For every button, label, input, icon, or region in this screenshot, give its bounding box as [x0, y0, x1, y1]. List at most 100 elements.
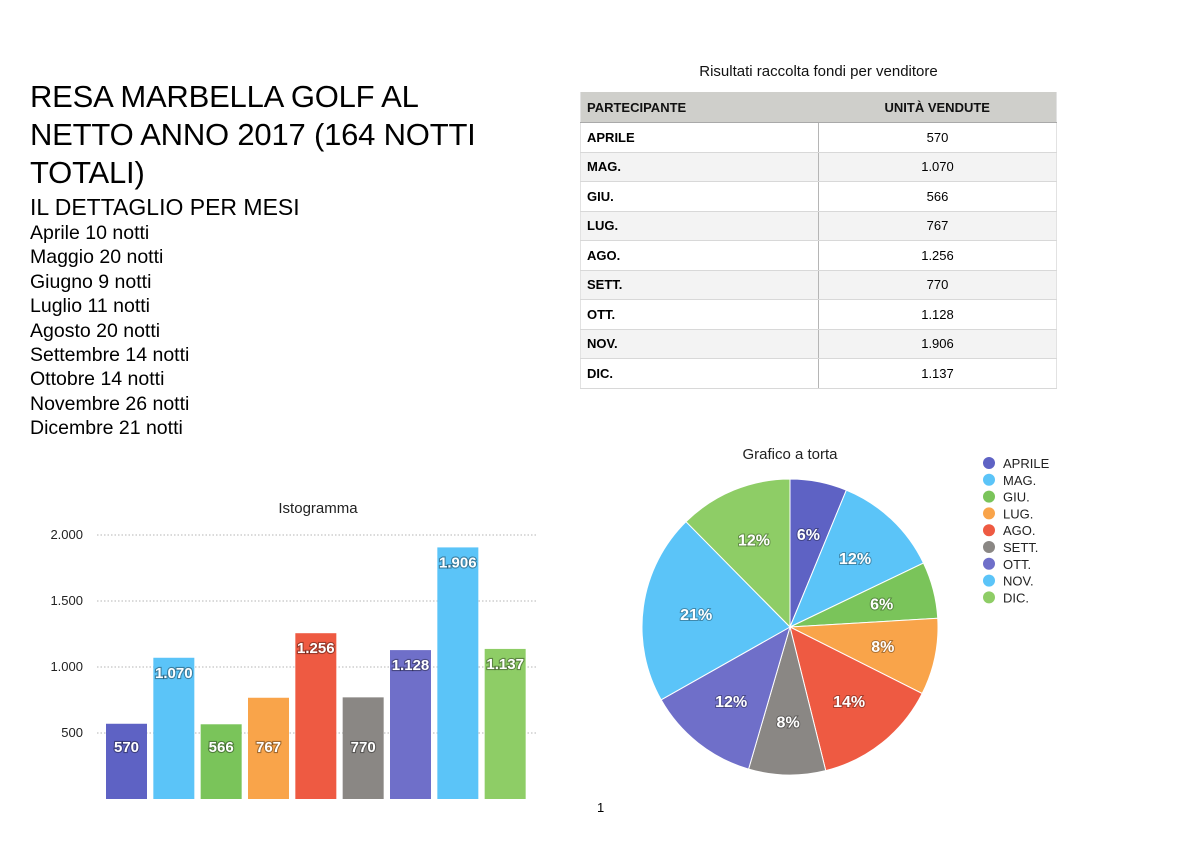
cell-units: 566: [818, 181, 1057, 212]
cell-participant: AGO.: [580, 240, 819, 271]
table-row: MAG. 1.070: [580, 152, 1057, 182]
pie-slice: [660, 625, 791, 770]
month-line: Ottobre 14 notti: [30, 368, 165, 391]
cell-units: 770: [818, 270, 1057, 300]
legend-marker: [983, 457, 995, 469]
cell-participant: GIU.: [580, 181, 819, 212]
legend-marker: [983, 490, 995, 503]
pie-percent-label: 6%: [797, 527, 820, 544]
cell-units: 1.137: [818, 358, 1057, 389]
bar-data-label: 1.906: [439, 554, 477, 571]
bar-data-label: 566: [209, 739, 234, 756]
legend-label: APRILE: [1003, 456, 1050, 471]
cell-participant: DIC.: [580, 358, 819, 389]
legend-label: NOV.: [1003, 574, 1034, 589]
month-line: Novembre 26 notti: [30, 392, 190, 415]
y-tick-label: 1.000: [50, 659, 83, 674]
bar: [295, 633, 337, 799]
bar-data-label: 770: [351, 739, 376, 756]
cell-units: 1.906: [818, 329, 1057, 359]
pie-percent-label: 12%: [715, 694, 747, 711]
table-row: LUG. 767: [580, 211, 1057, 241]
legend-label: MAG.: [1003, 473, 1036, 488]
bar-data-label: 1.256: [297, 640, 335, 657]
table-row: GIU. 566: [580, 181, 1057, 212]
pie-percent-label: 12%: [839, 551, 871, 568]
legend-label: GIU.: [1003, 490, 1030, 505]
cell-participant: NOV.: [580, 329, 819, 359]
month-line: Dicembre 21 notti: [30, 417, 183, 440]
pie-percent-label: 14%: [833, 694, 865, 711]
legend-label: DIC.: [1003, 590, 1029, 605]
month-line: Maggio 20 notti: [30, 246, 164, 269]
y-tick-label: 500: [61, 725, 83, 740]
month-line: Aprile 10 notti: [30, 222, 150, 244]
cell-units: 767: [818, 211, 1057, 241]
cell-units: 1.128: [818, 299, 1057, 330]
legend-marker: [983, 541, 995, 553]
bar: [200, 724, 242, 799]
legend-marker: [983, 473, 995, 486]
month-line: Settembre 14 notti: [30, 344, 190, 367]
bar: [437, 547, 479, 799]
page-number: 1: [597, 800, 605, 815]
pie-slice: [789, 489, 925, 629]
title-line-2: NETTO ANNO 2017 (164 NOTTI: [30, 117, 476, 152]
pie-percent-label: 21%: [680, 607, 712, 624]
title-line-1: RESA MARBELLA GOLF AL: [30, 79, 419, 114]
title-line-3: TOTALI): [30, 155, 145, 190]
bar-data-label: 767: [256, 739, 281, 756]
table-row: DIC. 1.137: [580, 358, 1057, 389]
header-partecipante: PARTECIPANTE: [580, 92, 819, 123]
results-table: PARTECIPANTE UNITÀ VENDUTE APRILE 570 MAG…: [580, 92, 1057, 389]
heading-block: RESA MARBELLA GOLF AL NETTO ANNO 2017 (1…: [30, 78, 550, 441]
table-row: SETT. 770: [580, 270, 1057, 300]
table-row: APRILE 570: [580, 122, 1057, 153]
subtitle: IL DETTAGLIO PER MESI: [30, 194, 300, 220]
results-table-block: Risultati raccolta fondi per venditore P…: [580, 62, 1057, 389]
month-line: Agosto 20 notti: [30, 319, 161, 342]
pie-chart-title: Grafico a torta: [742, 446, 838, 463]
cell-participant: APRILE: [580, 122, 819, 153]
legend-label: OTT.: [1003, 557, 1031, 572]
table-row: OTT. 1.128: [580, 299, 1057, 330]
header-unita-vendute: UNITÀ VENDUTE: [818, 92, 1057, 123]
bar-chart-title: Istogramma: [278, 500, 358, 517]
bar-data-label: 1.128: [392, 657, 430, 674]
pie-slice: [789, 626, 923, 772]
y-tick-label: 2.000: [50, 527, 83, 542]
month-line: Giugno 9 notti: [30, 270, 152, 293]
legend-marker: [983, 557, 995, 570]
pie-percent-label: 12%: [738, 532, 770, 549]
bar: [248, 697, 289, 799]
cell-units: 1.256: [818, 240, 1057, 271]
pie-percent-label: 8%: [777, 715, 800, 732]
legend-marker: [983, 591, 995, 604]
bar-data-label: 1.137: [486, 656, 524, 673]
bar: [106, 723, 147, 799]
y-tick-label: 1.500: [50, 593, 83, 608]
bar: [390, 650, 431, 799]
cell-participant: SETT.: [580, 270, 819, 300]
table-row: NOV. 1.906: [580, 329, 1057, 359]
pie-slice: [685, 478, 791, 629]
bar-data-label: 570: [114, 739, 139, 756]
pie-slice: [641, 520, 791, 701]
table-header-row: PARTECIPANTE UNITÀ VENDUTE: [580, 92, 1057, 123]
bar-data-label: 1.070: [155, 665, 193, 682]
legend-marker: [983, 574, 995, 587]
legend-marker: [983, 524, 995, 537]
month-line: Luglio 11 notti: [30, 295, 150, 318]
bar: [484, 648, 526, 799]
table-row: AGO. 1.256: [580, 240, 1057, 271]
table-title: Risultati raccolta fondi per venditore: [699, 63, 938, 80]
legend-label: LUG.: [1003, 506, 1033, 521]
legend-marker: [983, 507, 995, 520]
pie-percent-label: 8%: [871, 639, 894, 656]
cell-units: 570: [818, 122, 1057, 153]
cell-participant: LUG.: [580, 211, 819, 241]
cell-participant: MAG.: [580, 152, 819, 182]
bar: [342, 697, 384, 799]
cell-units: 1.070: [818, 152, 1057, 182]
